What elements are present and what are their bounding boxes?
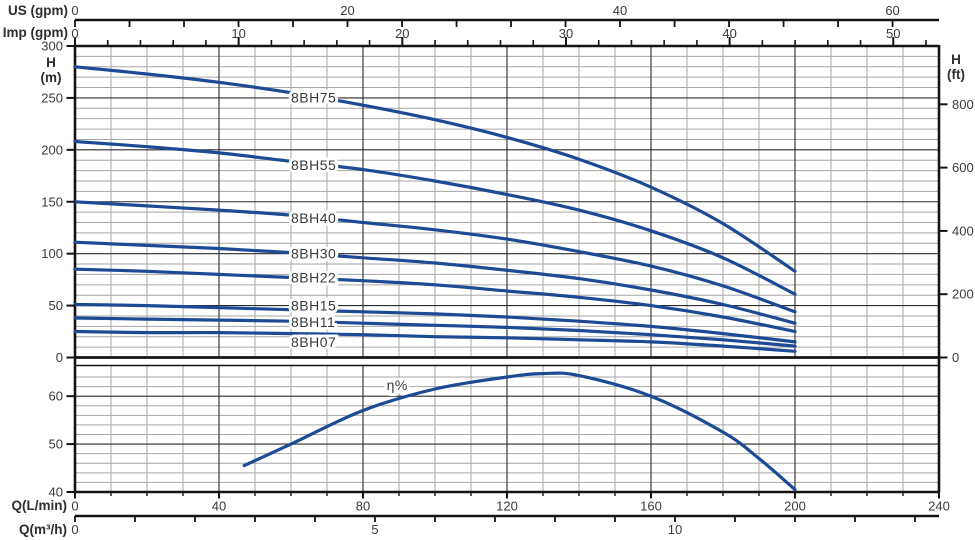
curve-8BH22	[73, 267, 797, 334]
imp-gpm-axis-label: Imp (gpm)	[2, 25, 68, 40]
q-lmin-axis-label: Q(L/min)	[11, 498, 68, 513]
q-lmin-axis: 0 40 80 120 160 200 240	[71, 492, 950, 514]
q-m3h-axis-label: Q(m³/h)	[19, 522, 67, 537]
curve-8BH30	[73, 240, 797, 325]
eta-tick-label: 60	[49, 389, 63, 404]
q-lmin-tick-label: 240	[928, 499, 950, 514]
q-lmin-tick-label: 40	[212, 499, 226, 514]
us-gpm-tick-label: 40	[613, 3, 627, 18]
q-lmin-tick-label: 120	[496, 499, 518, 514]
q-m3h-tick-label: 10	[668, 522, 682, 537]
head-m-tick-label: 200	[41, 142, 63, 157]
head-m-axis-label-symbol: H	[46, 55, 56, 70]
imp-gpm-tick-label: 10	[231, 26, 245, 41]
us-gpm-axis-label: US (gpm)	[8, 3, 68, 18]
head-ft-tick-label: 200	[952, 287, 974, 302]
curve-8BH11	[73, 316, 797, 348]
curve-eta	[242, 371, 797, 492]
head-m-tick-label: 150	[41, 194, 63, 209]
head-m-axis-label-unit: (m)	[40, 70, 62, 85]
curve-8BH75	[73, 65, 797, 273]
curve-label-8BH30: 8BH30	[291, 246, 336, 262]
q-m3h-tick-label: 5	[371, 522, 378, 537]
imp-gpm-tick-label: 30	[559, 26, 573, 41]
head-m-tick-label: 250	[41, 90, 63, 105]
head-m-tick-label: 50	[49, 298, 63, 313]
head-curves	[73, 65, 797, 353]
head-ft-axis-label-unit: (ft)	[947, 67, 965, 82]
curve-label-8BH75: 8BH75	[291, 90, 336, 106]
imp-gpm-axis: 0 10 20 30 40 50	[71, 26, 927, 46]
efficiency-curve	[242, 371, 797, 492]
us-gpm-tick-label: 20	[340, 3, 354, 18]
curve-label-8BH15: 8BH15	[291, 298, 336, 314]
head-m-axis: 0 50 100 150 200 250 300	[41, 39, 75, 365]
curve-label-8BH11: 8BH11	[291, 314, 335, 330]
q-m3h-axis: 0 5 10	[71, 514, 939, 537]
curve-8BH07	[73, 329, 797, 353]
imp-gpm-tick-label: 20	[395, 26, 409, 41]
us-gpm-tick-label: 60	[885, 3, 899, 18]
head-ft-tick-label: 800	[952, 97, 974, 112]
curve-label-8BH40: 8BH40	[291, 210, 336, 226]
head-m-tick-label: 300	[41, 39, 63, 54]
q-lmin-tick-label: 0	[71, 499, 78, 514]
q-lmin-tick-label: 80	[356, 499, 370, 514]
curve-8BH55	[73, 139, 797, 296]
head-ft-axis: 0 200 400 600 800	[939, 97, 974, 365]
head-m-tick-label: 0	[56, 350, 63, 365]
head-ft-tick-label: 0	[952, 350, 959, 365]
q-m3h-tick-label: 0	[71, 522, 78, 537]
us-gpm-tick-label: 0	[71, 3, 78, 18]
curve-8BH15	[73, 302, 797, 344]
head-m-tick-label: 100	[41, 246, 63, 261]
eta-axis: 40 50 60	[49, 389, 75, 500]
imp-gpm-tick-label: 40	[722, 26, 736, 41]
curve-8BH40	[73, 200, 797, 314]
eta-tick-label: 40	[49, 485, 63, 500]
head-ft-tick-label: 600	[952, 160, 974, 175]
head-ft-axis-label: H (ft)	[934, 52, 975, 82]
q-lmin-tick-label: 200	[784, 499, 806, 514]
imp-gpm-tick-label: 0	[71, 26, 78, 41]
head-ft-tick-label: 400	[952, 223, 974, 238]
eta-tick-label: 50	[49, 437, 63, 452]
curve-label-8BH55: 8BH55	[291, 157, 336, 173]
imp-gpm-tick-label: 50	[886, 26, 900, 41]
head-ft-axis-label-symbol: H	[951, 52, 961, 67]
curve-label-8BH22: 8BH22	[291, 269, 336, 285]
curve-label-8BH07: 8BH07	[291, 334, 336, 350]
q-lmin-tick-label: 160	[640, 499, 662, 514]
us-gpm-axis: 0 20 40 60	[71, 3, 939, 27]
curve-label-eta: η%	[387, 377, 408, 393]
head-m-axis-label: H (m)	[28, 55, 74, 85]
